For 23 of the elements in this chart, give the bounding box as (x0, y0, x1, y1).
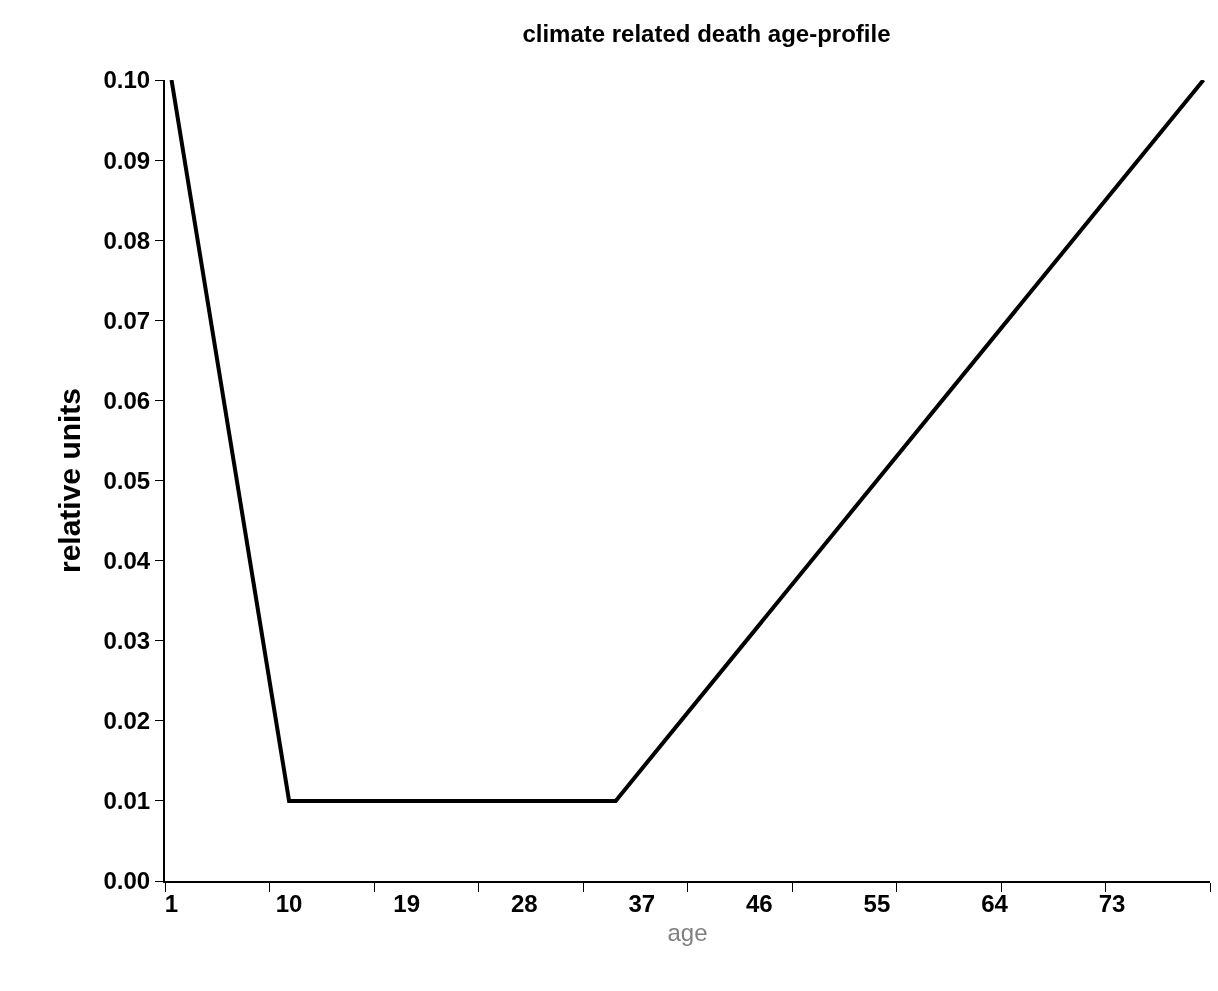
x-tick-label: 19 (393, 889, 421, 917)
chart-title: climate related death age-profile (522, 19, 891, 47)
y-tick-label: 0.08 (103, 226, 151, 254)
y-tick-label: 0.02 (103, 707, 151, 735)
x-tick-label: 1 (164, 889, 179, 917)
y-tick-label: 0.10 (103, 66, 151, 94)
x-tick-label: 46 (745, 889, 773, 917)
y-tick-label: 0.06 (103, 386, 151, 414)
y-tick-label: 0.05 (103, 466, 151, 494)
x-tick-label: 28 (510, 889, 538, 917)
x-tick-label: 73 (1098, 889, 1126, 917)
x-tick-label: 55 (863, 889, 891, 917)
y-tick-label: 0.09 (103, 146, 151, 174)
x-tick-label: 10 (275, 889, 303, 917)
x-axis-title: age (667, 918, 708, 946)
y-axis-title: relative units (52, 387, 86, 574)
x-tick-label: 64 (981, 889, 1009, 917)
x-tick-label: 37 (628, 889, 656, 917)
y-tick-label: 0.07 (103, 306, 151, 334)
y-tick-label: 0.00 (103, 867, 151, 895)
y-tick-label: 0.04 (103, 547, 151, 574)
y-tick-label: 0.03 (103, 627, 151, 655)
y-tick-label: 0.01 (103, 787, 151, 815)
